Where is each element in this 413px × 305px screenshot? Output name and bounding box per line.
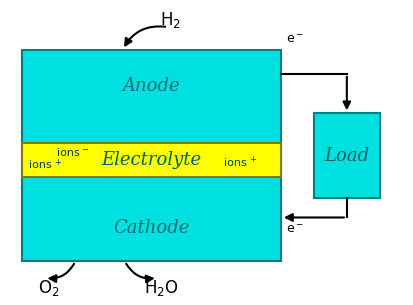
Bar	[22, 50, 280, 261]
Text: Electrolyte: Electrolyte	[101, 151, 201, 169]
Text: e$^-$: e$^-$	[286, 223, 304, 236]
Text: Anode: Anode	[122, 77, 180, 95]
Text: e$^-$: e$^-$	[286, 33, 304, 46]
Text: −: −	[81, 145, 88, 155]
Bar	[22, 143, 280, 177]
Bar	[313, 113, 379, 198]
Text: ions: ions	[57, 149, 79, 158]
Text: H$_2$O: H$_2$O	[144, 278, 179, 299]
Text: ions: ions	[224, 158, 247, 168]
Text: ions: ions	[29, 160, 52, 170]
Text: Load: Load	[323, 146, 368, 164]
Text: +: +	[248, 155, 255, 164]
Text: +: +	[54, 158, 61, 167]
Text: Cathode: Cathode	[113, 219, 189, 237]
Text: H$_2$: H$_2$	[159, 9, 180, 30]
Text: O$_2$: O$_2$	[38, 278, 59, 299]
